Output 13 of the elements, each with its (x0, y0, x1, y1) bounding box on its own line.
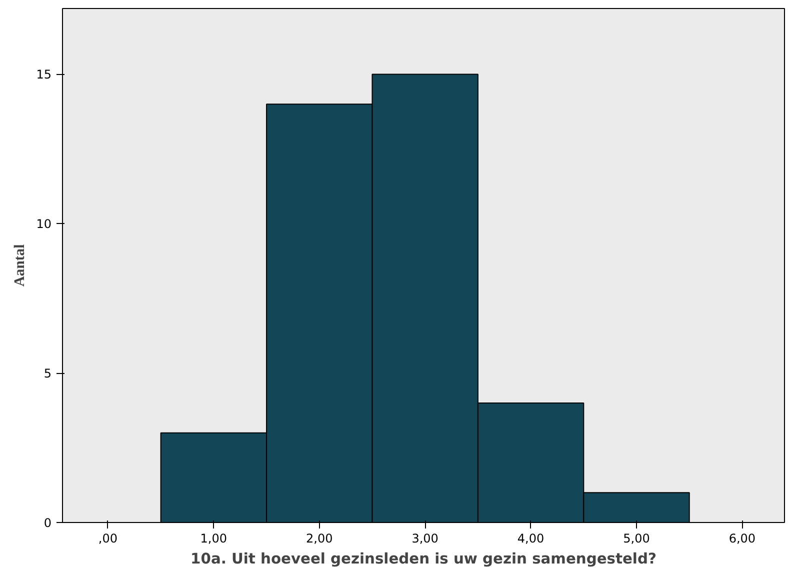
y-tick-label: 0 (44, 516, 52, 530)
y-tick-label: 10 (36, 217, 52, 232)
y-tick-label: 15 (36, 68, 52, 82)
y-tick-label: 5 (44, 366, 52, 381)
x-tick-label: 3,00 (412, 532, 438, 546)
x-tick-label: 5,00 (623, 532, 650, 546)
x-tick-label: 6,00 (728, 532, 756, 546)
x-tick-label: ,00 (98, 532, 118, 546)
x-axis-title: 10a. Uit hoeveel gezinsleden is uw gezin samengesteld? (190, 550, 656, 568)
x-tick-label: 4,00 (517, 532, 544, 546)
y-axis-title: Aantal (12, 244, 28, 287)
x-tick-label: 2,00 (306, 532, 333, 546)
x-tick-label: 1,00 (200, 532, 228, 546)
